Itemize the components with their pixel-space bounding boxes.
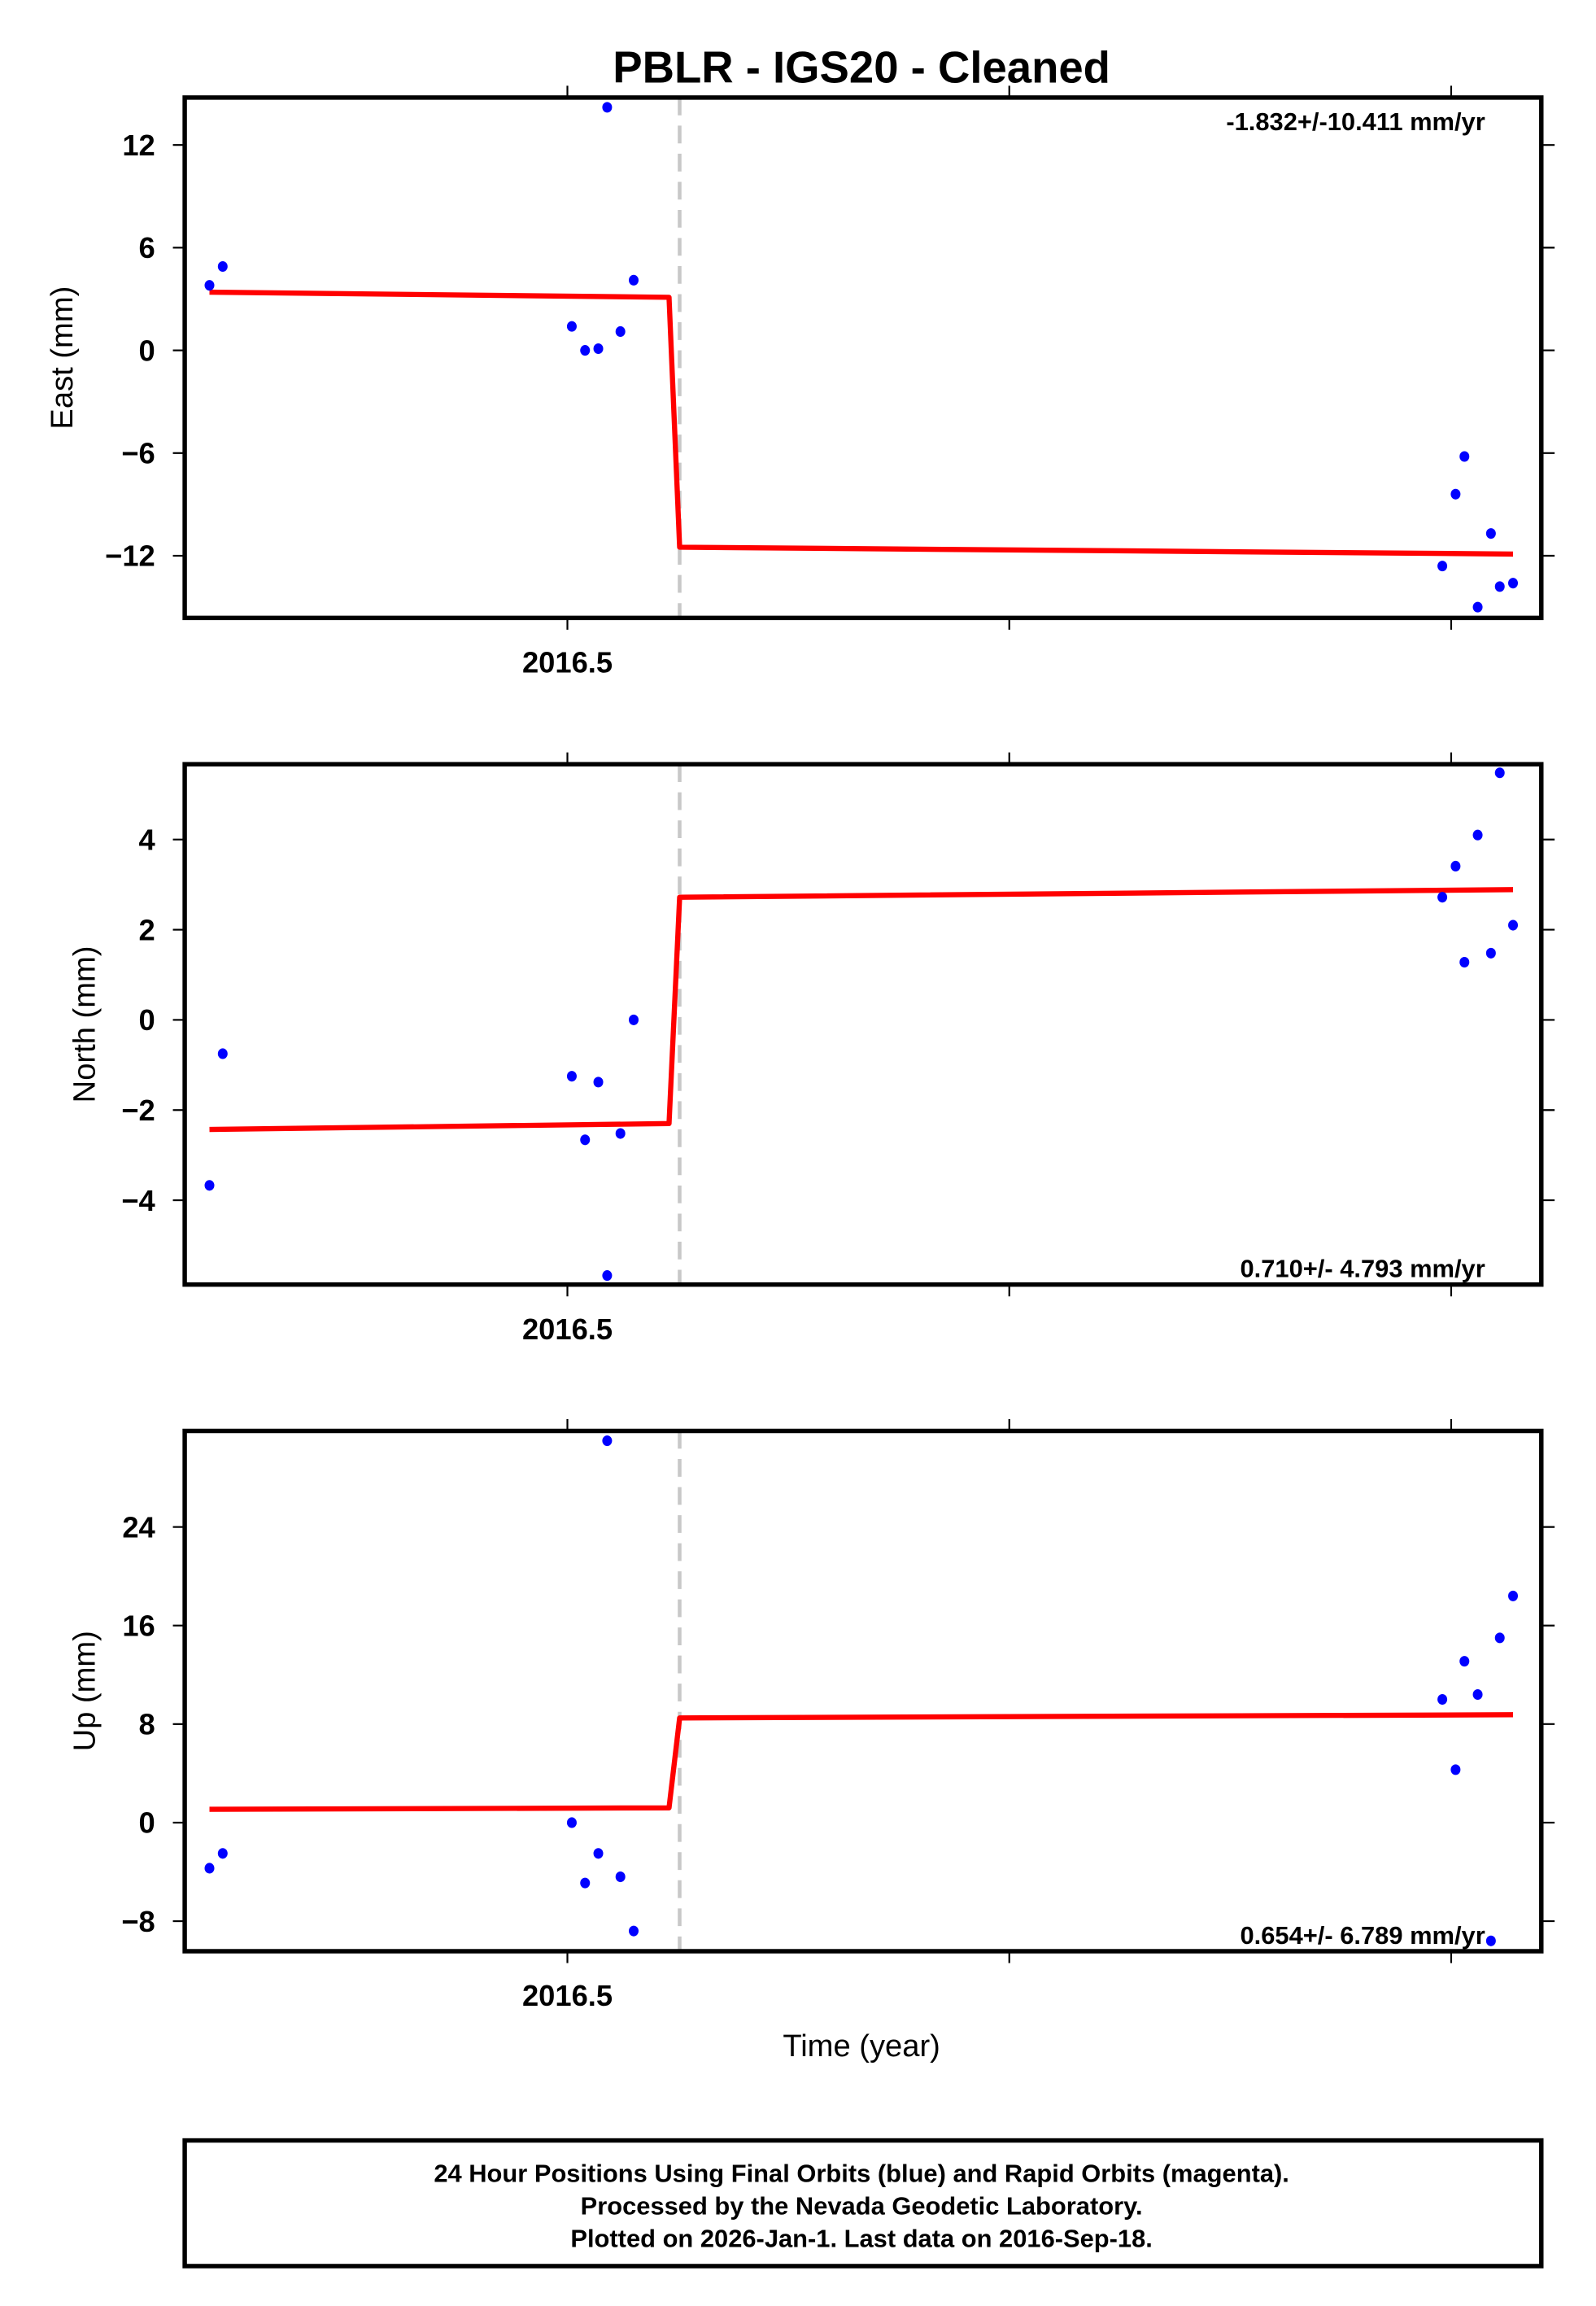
y-tick-label: 0	[139, 334, 155, 367]
velocity-rate-label: 0.710+/- 4.793 mm/yr	[1240, 1255, 1485, 1283]
x-axis-label: Time (year)	[783, 2029, 940, 2064]
data-point	[602, 102, 613, 113]
data-point	[602, 1435, 613, 1447]
data-point	[1508, 1590, 1519, 1601]
data-point	[615, 1871, 626, 1883]
data-point	[217, 1848, 228, 1859]
data-point	[602, 1270, 613, 1282]
footer-line-2: Processed by the Nevada Geodetic Laborat…	[581, 2191, 1143, 2220]
data-point	[1437, 561, 1448, 572]
y-tick-label: −8	[121, 1905, 155, 1938]
y-tick-label: 2	[139, 913, 155, 946]
data-point	[1459, 1656, 1470, 1667]
footer-line-1: 24 Hour Positions Using Final Orbits (bl…	[434, 2159, 1289, 2187]
plot-frame	[182, 1428, 1544, 1954]
y-axis-label: North (mm)	[67, 946, 102, 1103]
plot-frame	[182, 95, 1544, 621]
y-tick-label: 4	[139, 823, 156, 856]
velocity-rate-label: 0.654+/- 6.789 mm/yr	[1240, 1921, 1485, 1950]
data-point	[580, 1877, 591, 1889]
y-tick-label: 0	[139, 1003, 155, 1037]
data-point	[1450, 1764, 1461, 1775]
y-tick-label: 24	[122, 1510, 155, 1544]
data-point	[593, 343, 604, 355]
data-point	[566, 321, 577, 332]
data-point	[566, 1817, 577, 1828]
data-point	[593, 1848, 604, 1859]
data-point	[1494, 767, 1505, 779]
data-point	[593, 1077, 604, 1088]
data-point	[1485, 528, 1496, 539]
y-tick-label: 16	[122, 1609, 155, 1642]
data-point	[580, 1134, 591, 1146]
data-point	[1508, 578, 1519, 589]
panel-north: 2016.5 4 2 0 −2 −4 North (mm) 0.710+/- 4.793 mm…	[67, 752, 1555, 1346]
data-point	[1459, 451, 1470, 462]
data-point	[1472, 1688, 1483, 1701]
data-point	[1485, 1935, 1496, 1946]
data-point	[629, 1014, 639, 1025]
data-point	[1459, 956, 1470, 968]
y-tick-label: 8	[139, 1708, 155, 1741]
data-point	[629, 1925, 639, 1937]
x-tick-label: 2016.5	[522, 1312, 613, 1346]
y-tick-label: 12	[122, 129, 155, 162]
model-fit-line	[209, 887, 1514, 1133]
data-point	[615, 1128, 626, 1139]
data-point	[1485, 947, 1496, 959]
velocity-rate-label: -1.832+/-10.411 mm/yr	[1226, 107, 1485, 136]
data-point	[1472, 601, 1483, 613]
data-point	[615, 325, 626, 337]
data-point	[217, 1048, 228, 1059]
model-fit-line	[209, 289, 1514, 557]
plot-frame	[182, 762, 1544, 1287]
y-axis-label: East (mm)	[45, 286, 80, 430]
data-point	[1450, 488, 1461, 500]
data-point	[204, 1180, 215, 1191]
panel-east: 2016.5 12 6 0 −6 −12 East (mm) -1.832+/-10.411 …	[45, 85, 1555, 679]
data-point	[1508, 919, 1519, 931]
y-tick-label: −12	[105, 539, 155, 573]
data-point	[204, 1863, 215, 1874]
data-point	[204, 280, 215, 291]
data-point	[1494, 581, 1505, 592]
x-tick-label: 2016.5	[522, 646, 613, 679]
y-tick-label: 6	[139, 231, 155, 264]
data-point	[1450, 860, 1461, 871]
panel-up: 2016.5 24 16 8 0 −8 Up (mm) 0.654+/- 6.789 mm/y…	[67, 1419, 1555, 2012]
data-point	[1494, 1632, 1505, 1644]
footer-box	[182, 2138, 1544, 2269]
data-point	[1437, 1694, 1448, 1705]
model-fit-line	[209, 1712, 1514, 1812]
y-tick-label: 0	[139, 1806, 155, 1840]
data-point	[580, 345, 591, 356]
data-point	[629, 274, 639, 286]
data-point	[1472, 829, 1483, 841]
y-tick-label: −6	[121, 437, 155, 470]
data-point	[217, 260, 228, 273]
footer-line-3: Plotted on 2026-Jan-1. Last data on 2016…	[570, 2224, 1152, 2252]
data-point	[566, 1071, 577, 1082]
y-tick-label: −2	[121, 1094, 155, 1127]
y-axis-label: Up (mm)	[67, 1631, 102, 1751]
x-tick-label: 2016.5	[522, 1979, 613, 2012]
y-tick-label: −4	[121, 1184, 155, 1217]
figure-title: PBLR - IGS20 - Cleaned	[613, 43, 1110, 93]
data-point	[1437, 892, 1448, 903]
